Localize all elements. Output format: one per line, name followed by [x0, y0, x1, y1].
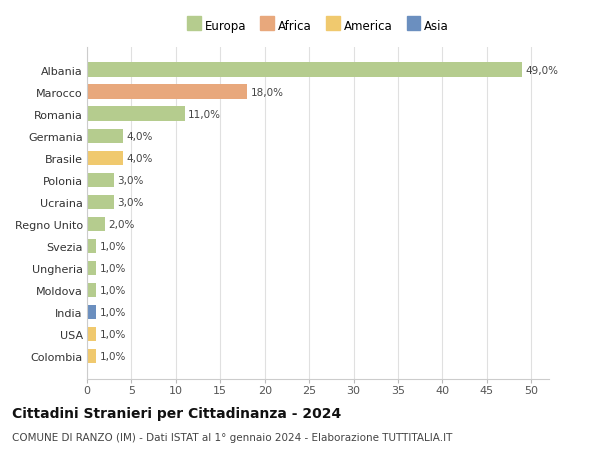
Text: 3,0%: 3,0%: [117, 197, 143, 207]
Bar: [87, 349, 96, 364]
Bar: [87, 173, 113, 188]
Text: 2,0%: 2,0%: [109, 219, 134, 230]
Text: 18,0%: 18,0%: [250, 87, 283, 97]
Text: 1,0%: 1,0%: [100, 285, 126, 296]
Bar: [87, 107, 185, 122]
Bar: [87, 327, 96, 341]
Bar: [87, 195, 113, 210]
Text: 1,0%: 1,0%: [100, 308, 126, 318]
Bar: [87, 85, 247, 100]
Text: 1,0%: 1,0%: [100, 352, 126, 362]
Text: 4,0%: 4,0%: [126, 153, 152, 163]
Bar: [87, 283, 96, 297]
Text: 4,0%: 4,0%: [126, 131, 152, 141]
Text: 49,0%: 49,0%: [526, 65, 559, 75]
Text: Cittadini Stranieri per Cittadinanza - 2024: Cittadini Stranieri per Cittadinanza - 2…: [12, 406, 341, 420]
Text: 11,0%: 11,0%: [188, 109, 221, 119]
Legend: Europa, Africa, America, Asia: Europa, Africa, America, Asia: [184, 16, 452, 36]
Bar: [87, 217, 105, 232]
Bar: [87, 239, 96, 254]
Text: 1,0%: 1,0%: [100, 263, 126, 274]
Text: 3,0%: 3,0%: [117, 175, 143, 185]
Bar: [87, 129, 122, 144]
Text: COMUNE DI RANZO (IM) - Dati ISTAT al 1° gennaio 2024 - Elaborazione TUTTITALIA.I: COMUNE DI RANZO (IM) - Dati ISTAT al 1° …: [12, 432, 452, 442]
Bar: [87, 261, 96, 275]
Bar: [87, 151, 122, 166]
Text: 1,0%: 1,0%: [100, 241, 126, 252]
Bar: [87, 63, 523, 78]
Bar: [87, 305, 96, 319]
Text: 1,0%: 1,0%: [100, 330, 126, 340]
